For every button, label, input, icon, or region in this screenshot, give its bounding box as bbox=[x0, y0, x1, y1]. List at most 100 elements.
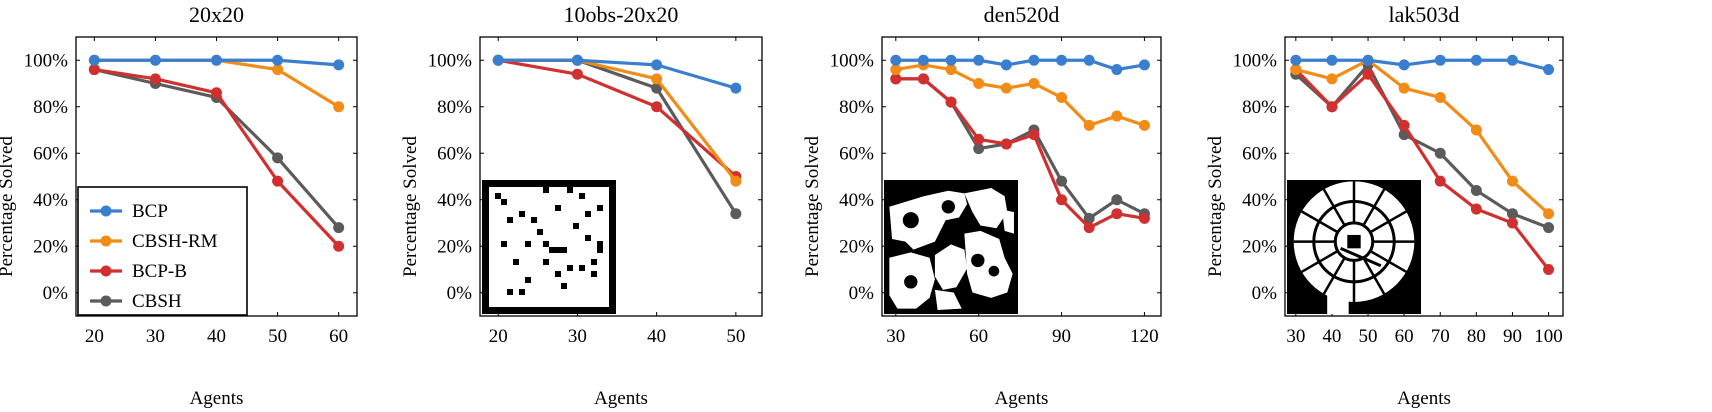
map-region bbox=[934, 289, 962, 310]
data-point bbox=[730, 82, 742, 94]
chart-title: lak503d bbox=[1389, 2, 1460, 27]
series-line bbox=[1295, 58, 1550, 215]
map-wall bbox=[1362, 188, 1386, 227]
chart-title: 20x20 bbox=[189, 2, 244, 27]
data-point bbox=[1506, 54, 1518, 66]
obstacle-cell bbox=[585, 211, 591, 217]
data-point bbox=[1543, 64, 1555, 76]
obstacle-cell bbox=[597, 205, 603, 211]
map-wall bbox=[1301, 210, 1339, 234]
series-cbsh-rm bbox=[1290, 54, 1555, 220]
data-point bbox=[1434, 175, 1446, 187]
axes-frame bbox=[881, 36, 1162, 317]
y-tick-label: 60% bbox=[33, 143, 68, 164]
legend-item-cbsh: CBSH bbox=[90, 291, 182, 312]
x-tick-label: 80 bbox=[1467, 326, 1486, 347]
y-tick-label: 40% bbox=[1242, 190, 1277, 211]
x-tick-label: 100 bbox=[1534, 326, 1563, 347]
obstacle-cell bbox=[543, 259, 549, 265]
x-tick-label: 30 bbox=[886, 326, 905, 347]
y-tick-label: 60% bbox=[437, 143, 472, 164]
map-wall bbox=[1301, 249, 1339, 273]
data-point bbox=[1000, 59, 1012, 71]
x-tick-label: 30 bbox=[568, 326, 587, 347]
obstacle-cell bbox=[591, 271, 597, 277]
obstacle-cell bbox=[507, 289, 513, 295]
map-wall bbox=[1369, 210, 1407, 234]
data-point bbox=[945, 54, 957, 66]
x-tick-label: 60 bbox=[1395, 326, 1414, 347]
data-point bbox=[1543, 208, 1555, 220]
data-point bbox=[917, 73, 929, 85]
data-point bbox=[1398, 59, 1410, 71]
obstacle-cell bbox=[555, 205, 561, 211]
map-obstacle bbox=[941, 200, 956, 214]
y-tick-label: 0% bbox=[849, 283, 875, 304]
data-point bbox=[88, 54, 100, 66]
x-tick-label: 70 bbox=[1431, 326, 1450, 347]
legend-label: BCP-B bbox=[132, 261, 187, 282]
obstacle-cell bbox=[579, 265, 585, 271]
data-point bbox=[149, 54, 161, 66]
y-tick-label: 40% bbox=[437, 190, 472, 211]
data-point bbox=[973, 133, 985, 145]
data-point bbox=[1083, 54, 1095, 66]
series-line bbox=[497, 58, 737, 178]
data-point bbox=[890, 64, 902, 76]
y-tick-label: 60% bbox=[839, 143, 874, 164]
data-point bbox=[1028, 54, 1040, 66]
y-tick-label: 100% bbox=[428, 50, 473, 71]
map-wall bbox=[1369, 249, 1407, 273]
map-wall bbox=[1340, 246, 1382, 268]
series-line bbox=[895, 58, 1145, 72]
map-region bbox=[964, 230, 1013, 298]
y-axis-label: Percentage Solved bbox=[400, 136, 421, 277]
legend-label: CBSH-RM bbox=[132, 231, 218, 252]
x-axis-label: Agents bbox=[1397, 388, 1451, 409]
data-point bbox=[492, 54, 504, 66]
map-obstacle bbox=[1347, 234, 1361, 249]
series-line bbox=[498, 58, 737, 90]
data-point bbox=[973, 78, 985, 89]
obstacle-cell bbox=[543, 241, 549, 247]
data-point bbox=[1506, 175, 1518, 187]
obstacle-cell bbox=[597, 247, 603, 253]
data-point bbox=[272, 152, 284, 164]
data-point bbox=[1470, 54, 1482, 66]
series-line bbox=[1294, 68, 1550, 271]
y-tick-label: 100% bbox=[1233, 50, 1278, 71]
x-tick-label: 60 bbox=[329, 326, 348, 347]
series-line bbox=[895, 77, 1145, 230]
data-point bbox=[1028, 129, 1040, 141]
obstacle-cell bbox=[567, 187, 573, 193]
data-point bbox=[945, 64, 957, 76]
map-region bbox=[964, 188, 1008, 229]
data-point bbox=[1138, 212, 1150, 224]
data-point bbox=[1398, 82, 1410, 94]
map-obstacle bbox=[904, 275, 918, 289]
data-point bbox=[1434, 91, 1446, 103]
obstacle-cell bbox=[513, 259, 519, 265]
chart-panel-lak503d: lak503d Percentage Solved Agents 0% 20% 40% 60… bbox=[1205, 2, 1564, 409]
y-tick-label: 0% bbox=[1252, 283, 1278, 304]
obstacle-cell bbox=[549, 247, 555, 253]
data-point bbox=[1434, 54, 1446, 66]
data-point bbox=[1111, 110, 1123, 122]
data-point bbox=[651, 59, 663, 71]
legend-label: BCP bbox=[132, 201, 168, 222]
data-point bbox=[890, 73, 902, 85]
obstacle-cell bbox=[555, 271, 561, 277]
data-point bbox=[1083, 222, 1095, 234]
x-tick-label: 20 bbox=[489, 326, 508, 347]
obstacle-cell bbox=[519, 289, 525, 295]
data-point bbox=[1138, 119, 1150, 131]
series-bcp-b bbox=[88, 64, 345, 252]
data-point bbox=[651, 101, 663, 113]
obstacle-cell bbox=[507, 217, 513, 223]
data-point bbox=[88, 64, 100, 76]
legend: BCP CBSH-RM BCP-B CBSH bbox=[77, 186, 248, 316]
legend-swatch-marker bbox=[100, 235, 112, 247]
obstacle-cell bbox=[597, 241, 603, 247]
data-point bbox=[333, 59, 345, 71]
